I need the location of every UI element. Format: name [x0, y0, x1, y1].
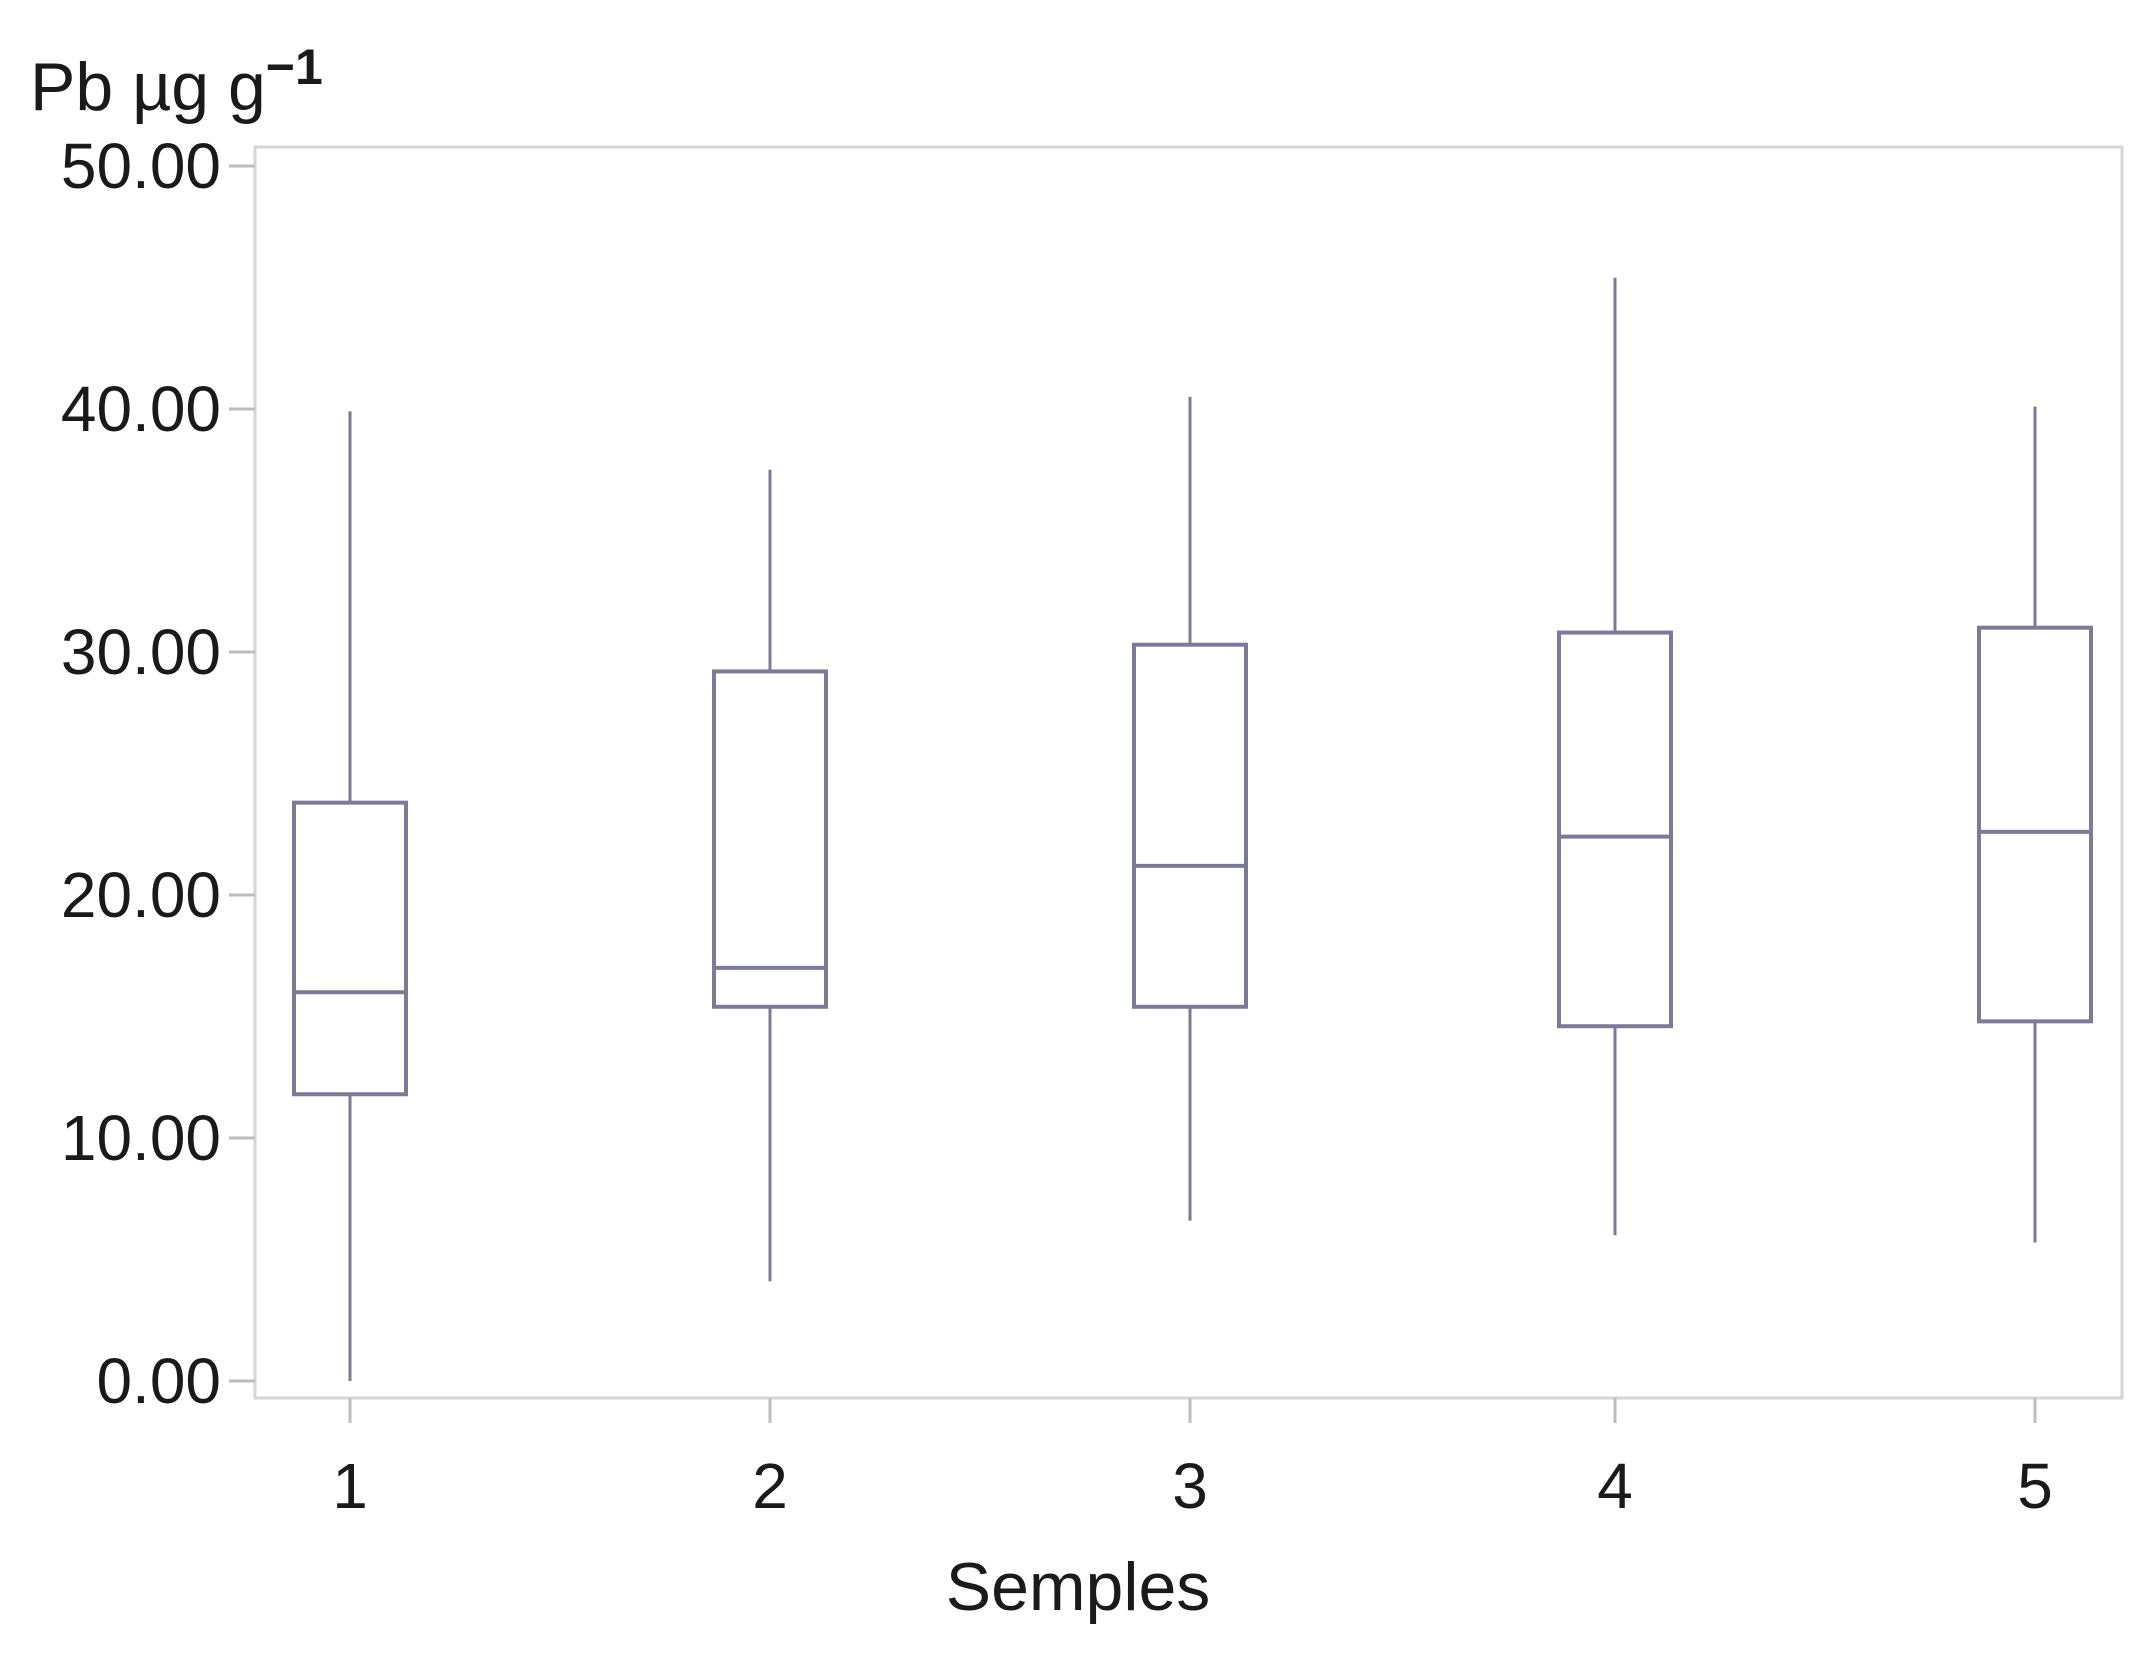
- x-tick-label: 3: [1172, 1450, 1208, 1522]
- x-axis-title: Semples: [946, 1549, 1211, 1625]
- y-tick-label: 10.00: [61, 1102, 221, 1174]
- box-iqr: [1132, 642, 1248, 1009]
- x-tick-label: 1: [332, 1450, 368, 1522]
- x-tick-label: 2: [752, 1450, 788, 1522]
- y-tick-label: 20.00: [61, 859, 221, 931]
- y-axis-title: Pb µg g−1: [30, 39, 323, 125]
- x-tick-label: 4: [1597, 1450, 1633, 1522]
- box-iqr: [1977, 625, 2093, 1024]
- box-iqr: [292, 800, 408, 1097]
- y-tick-label: 40.00: [61, 373, 221, 445]
- box-iqr: [1557, 630, 1673, 1029]
- y-axis-title-main: Pb µg g: [30, 49, 266, 125]
- box-iqr: [712, 669, 828, 1009]
- y-tick-label: 0.00: [96, 1345, 221, 1417]
- y-tick-label: 30.00: [61, 616, 221, 688]
- x-tick-label: 5: [2017, 1450, 2053, 1522]
- y-axis-title-superscript: −1: [266, 39, 323, 95]
- y-tick-label: 50.00: [61, 130, 221, 202]
